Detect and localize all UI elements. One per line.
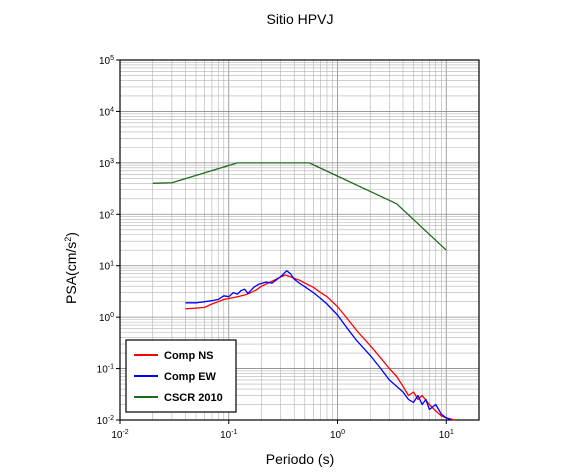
legend: Comp NS Comp EW CSCR 2010 (125, 339, 237, 413)
y-axis-label-base: PSA(cm/s (63, 242, 79, 304)
y-tick-label: 100 (99, 312, 114, 324)
x-tick-label: 10-1 (220, 429, 237, 441)
y-tick-exponent: 3 (110, 158, 114, 165)
y-tick-label: 105 (99, 55, 114, 67)
y-tick-label: 10-1 (97, 364, 114, 376)
series-line-comp-ew (185, 270, 452, 421)
y-tick-base: 10 (99, 210, 111, 221)
y-tick-base: 10 (99, 262, 111, 273)
series-line-comp-ns (185, 274, 456, 421)
y-axis-label-close: ) (63, 232, 79, 237)
x-tick-base: 10 (439, 430, 451, 441)
legend-label-comp-ns: Comp NS (164, 350, 214, 362)
y-axis-label: PSA(cm/s2) (63, 232, 79, 304)
x-tick-base: 10 (111, 430, 123, 441)
plot-frame (119, 59, 480, 421)
x-tick-base: 10 (220, 430, 232, 441)
grid (119, 59, 480, 421)
series-line-cscr-2010 (152, 162, 447, 251)
chart-title: Sitio HPVJ (267, 11, 334, 27)
y-tick-base: 10 (99, 107, 111, 118)
y-tick-label: 10-2 (97, 415, 114, 427)
x-tick-exponent: -2 (122, 429, 128, 436)
legend-label-comp-ew: Comp EW (164, 371, 217, 383)
legend-label-cscr-2010: CSCR 2010 (164, 392, 223, 404)
y-tick-exponent: 0 (110, 312, 114, 319)
x-axis-label: Periodo (s) (266, 451, 334, 467)
y-tick-exponent: 2 (110, 209, 114, 216)
y-tick-base: 10 (99, 159, 111, 170)
y-tick-label: 103 (99, 158, 114, 170)
x-tick-base: 10 (330, 430, 342, 441)
y-tick-base: 10 (97, 416, 109, 427)
y-tick-base: 10 (97, 365, 109, 376)
x-tick-label: 101 (439, 429, 454, 441)
x-tick-label: 100 (330, 429, 345, 441)
y-tick-label: 101 (99, 261, 114, 273)
y-tick-label: 102 (99, 209, 114, 221)
y-tick-exponent: 4 (110, 106, 114, 113)
x-tick-exponent: -1 (231, 429, 237, 436)
y-tick-base: 10 (99, 313, 111, 324)
y-tick-exponent: 1 (110, 261, 114, 268)
y-tick-base: 10 (99, 56, 111, 67)
x-tick-exponent: 0 (341, 429, 345, 436)
x-tick-label: 10-2 (111, 429, 128, 441)
y-tick-exponent: -1 (108, 364, 114, 371)
y-tick-label: 104 (99, 106, 114, 118)
x-tick-exponent: 1 (450, 429, 454, 436)
y-tick-exponent: 5 (110, 55, 114, 62)
series-lines (152, 162, 456, 421)
y-tick-exponent: -2 (108, 415, 114, 422)
y-axis-label-exponent: 2 (63, 237, 73, 242)
